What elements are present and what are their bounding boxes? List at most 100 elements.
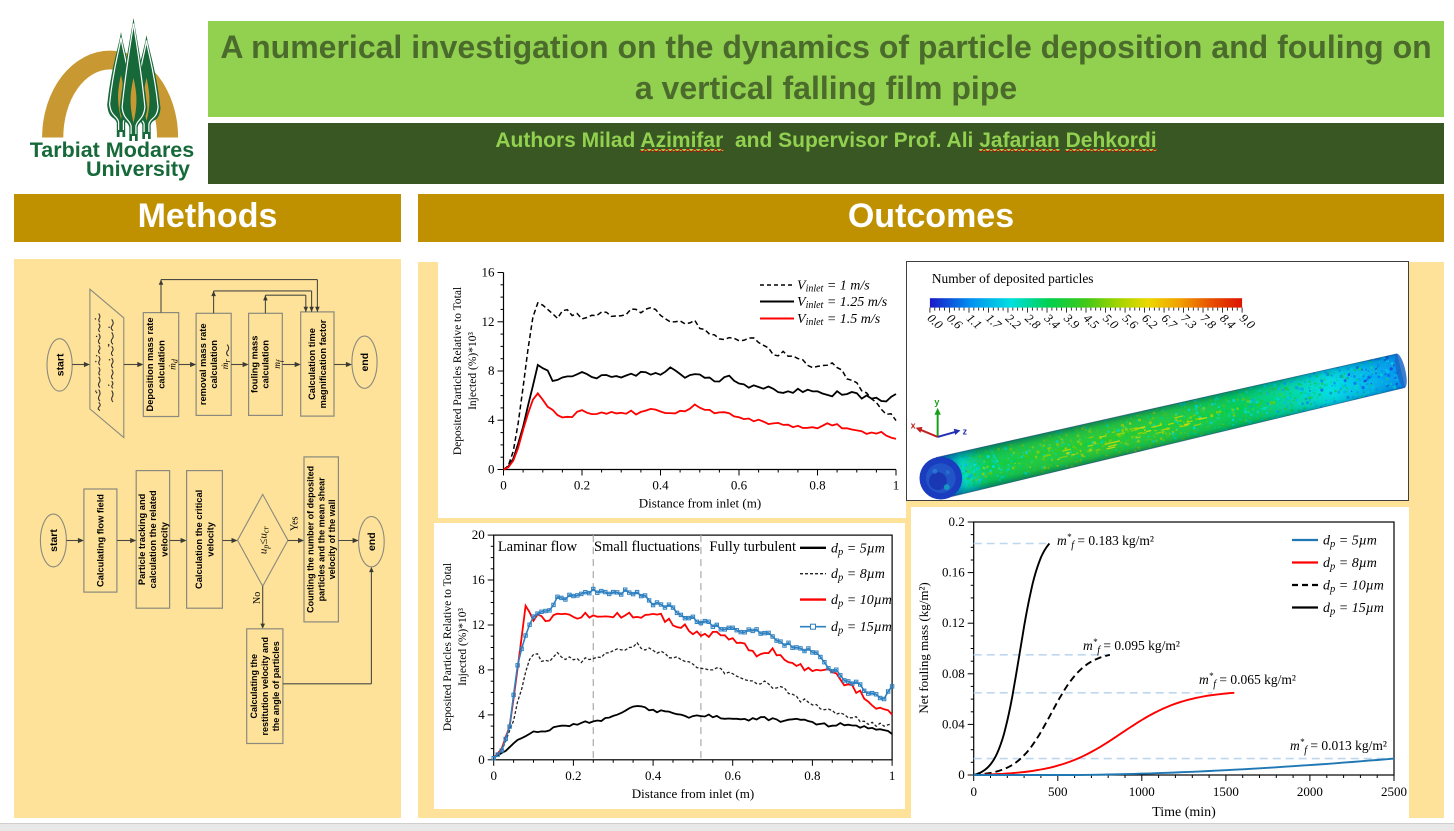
svg-text:8: 8 <box>478 662 485 677</box>
svg-text:16: 16 <box>482 265 496 280</box>
svg-text:0.8: 0.8 <box>809 478 825 493</box>
svg-text:6.7: 6.7 <box>1159 311 1180 332</box>
svg-text:7.3: 7.3 <box>1178 311 1199 332</box>
svg-text:2500: 2500 <box>1381 784 1407 799</box>
svg-text:Deposited Particles Relative t: Deposited Particles Relative to Total <box>442 563 454 731</box>
svg-text:y: y <box>934 397 939 407</box>
svg-text:m*f = 0.095 kg/m²: m*f = 0.095 kg/m² <box>1083 637 1180 656</box>
svg-text:0: 0 <box>478 752 485 767</box>
svg-text:dp = 15µm: dp = 15µm <box>1323 601 1384 618</box>
svg-text:0.2: 0.2 <box>574 478 590 493</box>
svg-text:0: 0 <box>488 462 495 477</box>
svg-text:0: 0 <box>958 767 965 782</box>
svg-text:1000: 1000 <box>1129 784 1155 799</box>
svg-text:2.2: 2.2 <box>1003 311 1024 332</box>
svg-text:m*f = 0.065 kg/m²: m*f = 0.065 kg/m² <box>1199 671 1296 690</box>
svg-text:Small fluctuations: Small fluctuations <box>594 539 700 555</box>
svg-text:velocity: velocity <box>159 521 169 556</box>
svg-text:z: z <box>963 427 968 437</box>
svg-text:Deposited Particles Relative t: Deposited Particles Relative to Total <box>452 287 464 455</box>
svg-text:12: 12 <box>482 314 495 329</box>
svg-text:0.2: 0.2 <box>565 768 581 783</box>
svg-text:0.6: 0.6 <box>725 768 742 783</box>
svg-text:1.1: 1.1 <box>964 311 985 332</box>
svg-text:end: end <box>359 353 371 372</box>
svg-text:dp = 5µm: dp = 5µm <box>831 541 885 558</box>
svg-text:0: 0 <box>500 478 507 493</box>
svg-text:2.8: 2.8 <box>1022 311 1043 332</box>
svg-text:Vinlet = 1.5 m/s: Vinlet = 1.5 m/s <box>797 312 881 328</box>
svg-text:particles and the mean shear: particles and the mean shear <box>316 477 326 602</box>
svg-text:0.04: 0.04 <box>942 716 965 731</box>
svg-text:4: 4 <box>478 707 485 722</box>
svg-text:0.4: 0.4 <box>652 478 669 493</box>
svg-text:up≤ucr: up≤ucr <box>258 526 271 555</box>
svg-text:calculation: calculation <box>156 340 166 389</box>
svg-text:0.16: 0.16 <box>942 565 965 580</box>
svg-text:Calculation time: Calculation time <box>307 328 317 400</box>
svg-text:Particle tracking and: Particle tracking and <box>137 493 147 585</box>
svg-text:Injected (%)*10³: Injected (%)*10³ <box>457 608 469 686</box>
svg-text:dp = 8µm: dp = 8µm <box>1323 556 1377 573</box>
svg-text:m*f = 0.183 kg/m²: m*f = 0.183 kg/m² <box>1057 532 1154 551</box>
svg-text:Tarbiat Modares: Tarbiat Modares <box>30 138 195 162</box>
svg-text:removal mass rate: removal mass rate <box>198 323 208 405</box>
svg-text:0.0: 0.0 <box>925 311 946 332</box>
svg-text:ṁd: ṁd <box>168 358 179 370</box>
svg-text:magnification factor: magnification factor <box>318 319 328 408</box>
svg-text:fouling mass: fouling mass <box>250 336 260 393</box>
svg-text:8.4: 8.4 <box>1217 311 1238 332</box>
svg-text:dp = 15µm: dp = 15µm <box>831 620 892 637</box>
svg-text:5.6: 5.6 <box>1120 311 1141 332</box>
svg-text:12: 12 <box>472 617 485 632</box>
svg-text:1.7: 1.7 <box>983 311 1004 332</box>
svg-text:3.4: 3.4 <box>1041 310 1063 331</box>
svg-text:Vinlet = 1.25 m/s: Vinlet = 1.25 m/s <box>797 295 888 311</box>
svg-text:2000: 2000 <box>1297 784 1323 799</box>
svg-text:4.5: 4.5 <box>1081 311 1102 332</box>
svg-text:dp = 8µm: dp = 8µm <box>831 567 885 584</box>
svg-text:1: 1 <box>889 768 896 783</box>
svg-text:dp = 10µm: dp = 10µm <box>831 593 892 610</box>
svg-text:0.6: 0.6 <box>944 311 965 332</box>
svg-text:calculation: calculation <box>261 340 271 389</box>
svg-text:m*f = 0.013 kg/m²: m*f = 0.013 kg/m² <box>1290 737 1387 756</box>
svg-text:Distance from inlet (m): Distance from inlet (m) <box>632 786 754 801</box>
svg-text:dp = 5µm: dp = 5µm <box>1323 534 1377 551</box>
svg-text:Yes: Yes <box>290 516 301 531</box>
svg-text:Laminar flow: Laminar flow <box>498 539 578 555</box>
svg-text:start: start <box>54 353 66 376</box>
svg-text:5.0: 5.0 <box>1100 311 1121 332</box>
svg-text:0.8: 0.8 <box>804 768 820 783</box>
svg-text:3.9: 3.9 <box>1060 310 1082 331</box>
svg-text:end: end <box>366 532 378 551</box>
svg-text:Injected (%)*10³: Injected (%)*10³ <box>467 332 479 410</box>
svg-text:Time (min): Time (min) <box>1152 805 1216 819</box>
svg-text:0: 0 <box>490 768 497 783</box>
svg-text:Distance from inlet (m): Distance from inlet (m) <box>639 496 761 511</box>
svg-text:calculation: calculation <box>209 340 219 389</box>
svg-text:start: start <box>48 529 60 552</box>
svg-text:dp = 10µm: dp = 10µm <box>1323 579 1384 596</box>
svg-text:Vinlet = 1 m/s: Vinlet = 1 m/s <box>797 279 870 295</box>
svg-text:20: 20 <box>472 527 485 542</box>
svg-text:0.08: 0.08 <box>942 666 965 681</box>
svg-text:0.2: 0.2 <box>948 514 964 529</box>
svg-text:No: No <box>252 592 263 604</box>
svg-text:Net fouling mass (kg/m²): Net fouling mass (kg/m²) <box>916 582 931 713</box>
svg-text:velocity of the wall: velocity of the wall <box>327 499 337 579</box>
svg-text:9.0: 9.0 <box>1237 311 1258 332</box>
svg-text:Calculating flow field: Calculating flow field <box>96 494 106 587</box>
svg-text:mf: mf <box>273 358 284 369</box>
svg-text:7.8: 7.8 <box>1198 311 1219 332</box>
svg-text:500: 500 <box>1048 784 1068 799</box>
svg-text:Number of deposited particles: Number of deposited particles <box>932 271 1094 286</box>
svg-text:0.12: 0.12 <box>942 615 965 630</box>
svg-text:1: 1 <box>893 478 900 493</box>
svg-text:calculation the related: calculation the related <box>148 490 158 588</box>
svg-text:restitution velocity and: restitution velocity and <box>260 637 270 736</box>
svg-text:1500: 1500 <box>1213 784 1239 799</box>
svg-text:8: 8 <box>488 363 495 378</box>
svg-text:4: 4 <box>488 412 495 427</box>
svg-text:Deposition mass rate: Deposition mass rate <box>145 317 155 411</box>
